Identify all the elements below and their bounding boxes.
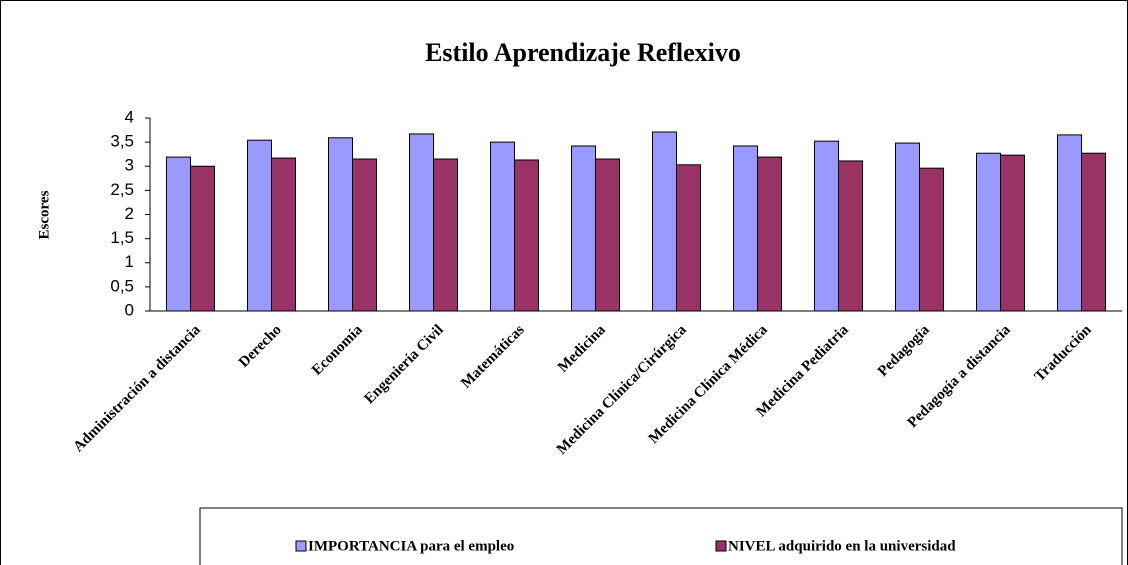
legend-label: NIVEL adquirido en la universidad [728,538,956,554]
bar [1081,152,1106,312]
bar [571,145,596,312]
bar [409,133,434,312]
bar [190,165,215,312]
legend-label: IMPORTANCIA para el empleo [308,538,514,554]
y-axis-label: Escores [36,190,52,239]
bar [514,159,539,312]
bar [757,156,782,312]
bar [676,164,701,312]
y-tick-label: 0,5 [110,276,134,295]
bar [733,145,758,312]
bar [271,157,296,312]
bar [838,160,863,312]
bar [1000,154,1025,312]
bar [1057,134,1082,312]
bar [595,158,620,312]
y-tick-label: 4 [125,107,134,126]
bar [814,140,839,312]
bar [433,158,458,312]
bar [652,131,677,312]
y-tick-label: 1,5 [110,228,134,247]
chart-title: Estilo Aprendizaje Reflexivo [425,38,741,67]
y-tick-label: 3,5 [110,132,134,151]
legend-swatch [295,540,307,552]
y-tick-label: 0 [125,300,134,319]
bar [919,167,944,312]
bar [490,141,515,312]
bar [166,156,191,312]
bar [895,142,920,312]
bar [976,152,1001,312]
y-tick-label: 2 [125,204,134,223]
legend-swatch [715,540,727,552]
legend-box [199,507,1123,565]
y-tick-label: 3 [125,156,134,175]
bar [328,137,353,312]
y-tick-label: 2,5 [110,180,134,199]
bar [352,158,377,312]
y-tick-label: 1 [125,252,134,271]
bar [247,139,272,312]
